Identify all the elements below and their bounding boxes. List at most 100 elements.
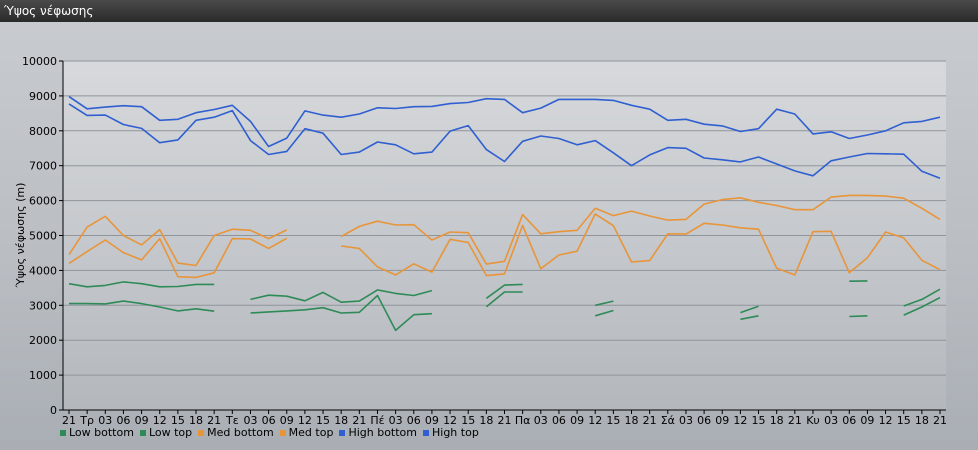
x-tick-label: 03 <box>243 414 257 427</box>
x-tick-label: 15 <box>752 414 766 427</box>
series-line-high-bottom <box>68 103 941 180</box>
x-tick-label: 21 <box>933 414 947 427</box>
y-tick-label: 6000 <box>29 195 57 208</box>
x-tick-label: 21 <box>788 414 802 427</box>
series-line-med-top <box>68 215 288 267</box>
legend-label: Low top <box>148 426 193 439</box>
legend-item: Med top <box>279 426 334 439</box>
y-tick-label: 7000 <box>29 160 57 173</box>
legend-label: Low bottom <box>69 426 134 439</box>
y-tick-label: 2000 <box>29 334 57 347</box>
x-tick-label: 09 <box>860 414 874 427</box>
x-tick-label: 03 <box>389 414 403 427</box>
x-tick-label: 03 <box>679 414 693 427</box>
x-tick-label: 12 <box>588 414 602 427</box>
legend-label: Med bottom <box>207 426 274 439</box>
series-line-low-top <box>903 288 941 307</box>
x-tick-label: 15 <box>606 414 620 427</box>
x-tick-label: 09 <box>715 414 729 427</box>
series-line-low-top <box>740 305 759 314</box>
legend-swatch <box>339 430 346 436</box>
y-tick-label: 10000 <box>22 55 57 68</box>
series-line-med-top <box>340 194 941 265</box>
x-tick-label: 06 <box>262 414 276 427</box>
series-line-high-top <box>68 95 941 148</box>
x-tick-label: 12 <box>153 414 167 427</box>
x-tick-label: Τρ <box>79 414 94 427</box>
series-line-med-bottom <box>341 213 941 277</box>
series-lines <box>68 95 941 332</box>
legend-item: High bottom <box>339 426 417 439</box>
series-line-low-bottom <box>594 309 614 317</box>
x-tick-label: 12 <box>733 414 747 427</box>
series-line-low-top <box>485 291 523 308</box>
x-tick-label: 15 <box>897 414 911 427</box>
legend: Low bottom Low top Med bottom Med top High b… <box>60 426 485 439</box>
legend-swatch <box>60 430 66 436</box>
series-line-low-bottom <box>250 294 432 332</box>
x-tick-label: 06 <box>552 414 566 427</box>
series-line-low-bottom <box>849 315 868 318</box>
legend-swatch <box>279 430 286 436</box>
x-tick-label: 12 <box>879 414 893 427</box>
x-tick-label: 18 <box>915 414 929 427</box>
legend-label: High top <box>432 426 479 439</box>
x-tick-label: 21 <box>498 414 512 427</box>
x-tick-label: 06 <box>116 414 130 427</box>
x-tick-label: Σά <box>661 414 675 427</box>
series-line-low-bottom <box>69 300 215 312</box>
legend-swatch <box>423 430 429 436</box>
series-line-low-top <box>68 281 215 288</box>
x-tick-label: 15 <box>461 414 475 427</box>
y-tick-label: 5000 <box>29 230 57 243</box>
legend-label: High bottom <box>348 426 417 439</box>
x-tick-label: Κυ <box>806 414 820 427</box>
x-tick-label: 03 <box>824 414 838 427</box>
x-tick-label: 06 <box>842 414 856 427</box>
x-tick-label: 12 <box>443 414 457 427</box>
y-axis-label: Ύψος νέφωσης (m) <box>14 183 27 289</box>
legend-item: Low bottom <box>60 426 134 439</box>
window-title: Ύψος νέφωσης <box>0 0 978 22</box>
y-axis-ticks: 0 1000 2000 3000 4000 5000 6000 7000 8000 9000 100… <box>22 55 63 417</box>
y-tick-label: 8000 <box>29 125 57 138</box>
x-tick-label: 15 <box>171 414 185 427</box>
x-tick-label: 21 <box>643 414 657 427</box>
y-tick-label: 4000 <box>29 264 57 277</box>
x-tick-label: 09 <box>570 414 584 427</box>
x-tick-label: 18 <box>189 414 203 427</box>
y-tick-label: 3000 <box>29 299 57 312</box>
x-tick-label: 03 <box>98 414 112 427</box>
x-tick-label: Πέ <box>370 414 384 427</box>
y-tick-label: 9000 <box>29 90 57 103</box>
x-tick-label: Πα <box>515 414 531 427</box>
y-tick-label: 0 <box>50 404 57 417</box>
x-tick-label: 18 <box>479 414 493 427</box>
x-tick-label: 03 <box>534 414 548 427</box>
legend-item: High top <box>423 426 479 439</box>
series-line-low-top <box>250 289 433 304</box>
grid-lines <box>63 60 946 376</box>
x-tick-label: 12 <box>298 414 312 427</box>
x-tick-label: 09 <box>280 414 294 427</box>
x-axis-ticks: 21 Τρ 03 06 09 12 15 18 21 Τε 03 06 09 12 15 18 21 Πέ 03 06… <box>62 410 947 427</box>
legend-swatch <box>139 430 146 436</box>
x-tick-label: 09 <box>425 414 439 427</box>
x-tick-label: Τε <box>225 414 239 427</box>
x-tick-label: 21 <box>62 414 76 427</box>
y-tick-label: 1000 <box>29 369 57 382</box>
legend-item: Low top <box>139 426 193 439</box>
legend-swatch <box>198 430 205 436</box>
series-line-med-bottom <box>68 237 288 279</box>
series-line-low-top <box>595 300 614 307</box>
series-line-low-bottom <box>740 315 759 321</box>
series-line-low-bottom <box>485 283 523 299</box>
x-tick-label: 15 <box>316 414 330 427</box>
legend-item: Med bottom <box>198 426 274 439</box>
x-tick-label: 18 <box>334 414 348 427</box>
legend-label: Med top <box>288 426 334 439</box>
x-tick-label: 06 <box>407 414 421 427</box>
x-tick-label: 06 <box>697 414 711 427</box>
